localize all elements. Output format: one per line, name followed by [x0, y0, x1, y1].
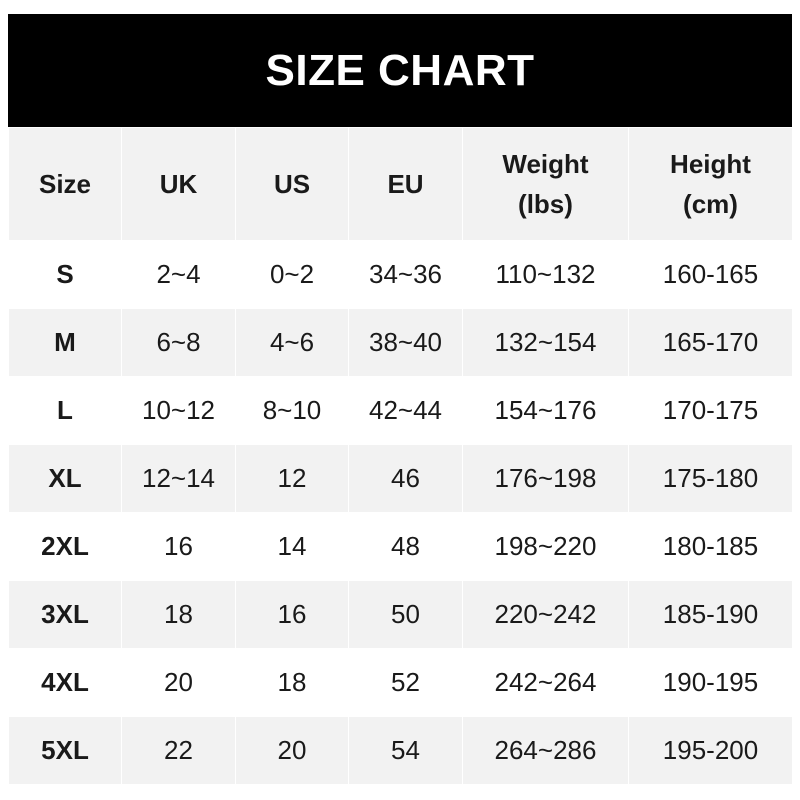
cell-size: 3XL: [8, 580, 122, 649]
column-header-us: US: [235, 127, 349, 241]
cell-us: 16: [235, 580, 349, 649]
cell-us: 8~10: [235, 376, 349, 445]
cell-uk: 22: [121, 716, 236, 785]
cell-weight: 132~154: [462, 308, 629, 377]
cell-height: 190-195: [628, 648, 793, 717]
cell-us: 14: [235, 512, 349, 581]
cell-height: 180-185: [628, 512, 793, 581]
column-header-height: Height (cm): [628, 127, 793, 241]
cell-weight: 154~176: [462, 376, 629, 445]
cell-weight: 264~286: [462, 716, 629, 785]
header-unit: (cm): [683, 189, 738, 219]
cell-us: 20: [235, 716, 349, 785]
header-label: US: [273, 169, 311, 199]
header-label: Weight: [502, 149, 589, 179]
table-row: S 2~4 0~2 34~36 110~132 160-165: [8, 240, 793, 309]
cell-weight: 110~132: [462, 240, 629, 309]
table-row: 2XL 16 14 48 198~220 180-185: [8, 512, 793, 581]
cell-us: 12: [235, 444, 349, 513]
cell-size: M: [8, 308, 122, 377]
cell-uk: 16: [121, 512, 236, 581]
cell-eu: 34~36: [348, 240, 463, 309]
header-label: EU: [387, 169, 424, 199]
cell-eu: 46: [348, 444, 463, 513]
column-header-size: Size: [8, 127, 122, 241]
cell-uk: 12~14: [121, 444, 236, 513]
cell-height: 175-180: [628, 444, 793, 513]
cell-height: 185-190: [628, 580, 793, 649]
cell-weight: 176~198: [462, 444, 629, 513]
header-row: Size UK US EU Weight (lbs) Height (cm): [8, 127, 793, 241]
table-row: 4XL 20 18 52 242~264 190-195: [8, 648, 793, 717]
cell-eu: 54: [348, 716, 463, 785]
cell-size: S: [8, 240, 122, 309]
cell-size: 2XL: [8, 512, 122, 581]
table-row: 5XL 22 20 54 264~286 195-200: [8, 716, 793, 785]
header-unit: (lbs): [518, 189, 573, 219]
cell-height: 170-175: [628, 376, 793, 445]
column-header-uk: UK: [121, 127, 236, 241]
cell-eu: 38~40: [348, 308, 463, 377]
cell-size: 4XL: [8, 648, 122, 717]
table-row: L 10~12 8~10 42~44 154~176 170-175: [8, 376, 793, 445]
header-label: Height: [670, 149, 751, 179]
column-header-weight: Weight (lbs): [462, 127, 629, 241]
cell-height: 165-170: [628, 308, 793, 377]
column-header-eu: EU: [348, 127, 463, 241]
cell-eu: 52: [348, 648, 463, 717]
cell-eu: 48: [348, 512, 463, 581]
cell-eu: 42~44: [348, 376, 463, 445]
cell-eu: 50: [348, 580, 463, 649]
header-label: Size: [38, 169, 92, 199]
table-row: M 6~8 4~6 38~40 132~154 165-170: [8, 308, 793, 377]
size-chart-table: Size UK US EU Weight (lbs) Height (cm) S 2~4 0~2 3…: [8, 127, 793, 785]
cell-uk: 2~4: [121, 240, 236, 309]
cell-weight: 198~220: [462, 512, 629, 581]
cell-size: 5XL: [8, 716, 122, 785]
size-chart-title: SIZE CHART: [8, 14, 792, 127]
cell-size: XL: [8, 444, 122, 513]
cell-uk: 20: [121, 648, 236, 717]
table-row: 3XL 18 16 50 220~242 185-190: [8, 580, 793, 649]
cell-us: 18: [235, 648, 349, 717]
cell-uk: 6~8: [121, 308, 236, 377]
cell-weight: 220~242: [462, 580, 629, 649]
cell-uk: 10~12: [121, 376, 236, 445]
cell-us: 4~6: [235, 308, 349, 377]
header-label: UK: [159, 169, 198, 199]
cell-height: 195-200: [628, 716, 793, 785]
cell-size: L: [8, 376, 122, 445]
table-row: XL 12~14 12 46 176~198 175-180: [8, 444, 793, 513]
cell-us: 0~2: [235, 240, 349, 309]
cell-height: 160-165: [628, 240, 793, 309]
cell-weight: 242~264: [462, 648, 629, 717]
cell-uk: 18: [121, 580, 236, 649]
